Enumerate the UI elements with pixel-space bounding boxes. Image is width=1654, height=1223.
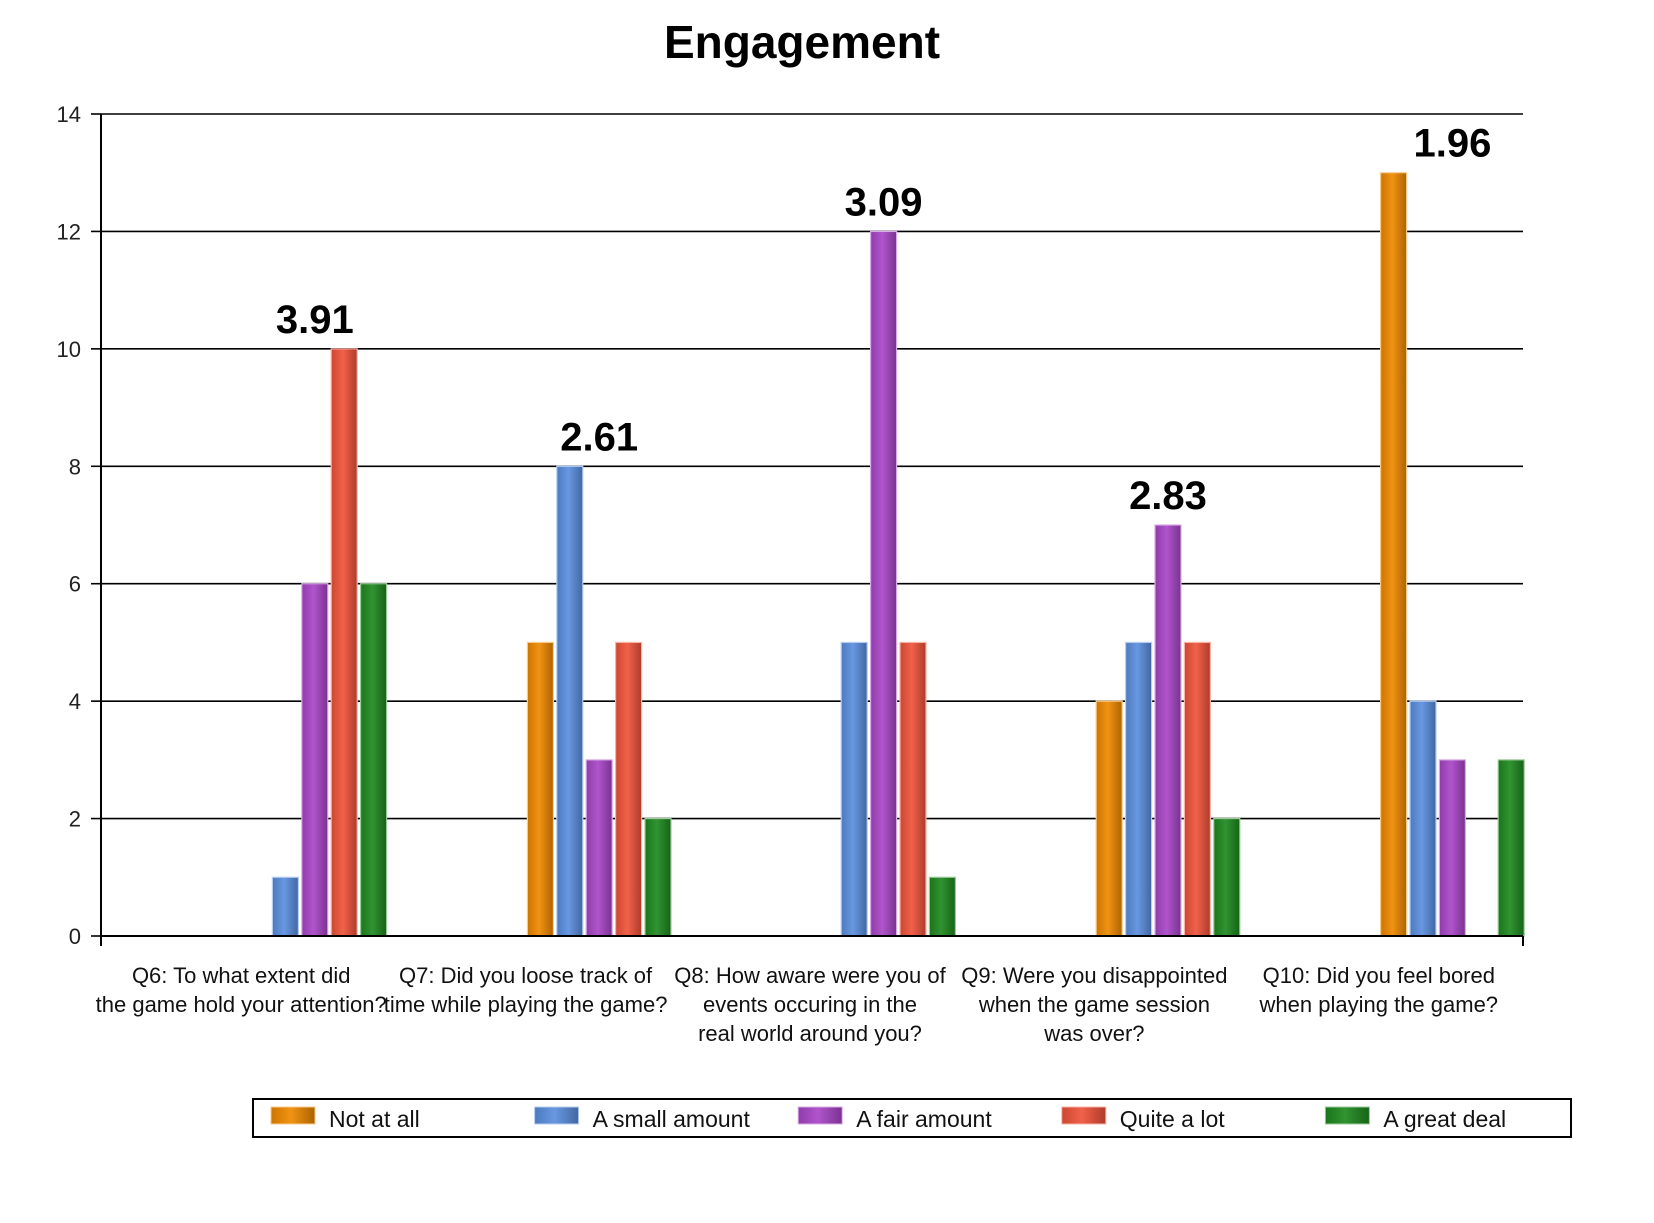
x-category-label: events occuring in the xyxy=(703,992,917,1017)
mean-label: 3.91 xyxy=(276,298,354,342)
labels-layer: 3.91 2.61 3.09 2.83 1.96 Q6: To what extent d… xyxy=(96,122,1498,1046)
y-tick-label: 8 xyxy=(69,454,81,479)
bar xyxy=(1154,524,1182,937)
bars-layer xyxy=(271,172,1525,937)
bar xyxy=(928,876,957,937)
y-tick-label: 2 xyxy=(69,807,81,832)
x-category-label: Q7: Did you loose track of xyxy=(399,963,653,988)
bar xyxy=(1213,817,1241,937)
legend-swatch xyxy=(1324,1106,1370,1125)
bar xyxy=(869,230,898,937)
legend-label: A great deal xyxy=(1383,1106,1506,1132)
mean-label: 2.83 xyxy=(1129,474,1207,518)
bar xyxy=(1095,700,1123,937)
bar xyxy=(1497,759,1525,937)
x-category-label: when the game session xyxy=(978,992,1210,1017)
bar xyxy=(1183,641,1212,937)
legend-swatch xyxy=(270,1106,316,1125)
bar xyxy=(614,641,643,937)
bar xyxy=(1124,641,1153,937)
mean-label: 1.96 xyxy=(1413,122,1491,166)
legend-label: Quite a lot xyxy=(1120,1106,1225,1132)
x-category-label: Q6: To what extent did xyxy=(132,963,351,988)
bar xyxy=(301,583,329,937)
x-category-label: Q10: Did you feel bored xyxy=(1263,963,1495,988)
legend-label: Not at all xyxy=(329,1106,420,1132)
mean-label: 3.09 xyxy=(845,180,923,224)
legend-label: A small amount xyxy=(593,1106,751,1132)
x-category-label: time while playing the game? xyxy=(384,992,668,1017)
y-tick-label: 14 xyxy=(57,102,81,127)
x-category-label: Q9: Were you disappointed xyxy=(961,963,1227,988)
bar xyxy=(1379,172,1408,937)
y-tick-label: 12 xyxy=(57,219,81,244)
legend: Not at all A small amount A fair amount Qui… xyxy=(252,1098,1572,1138)
y-tick-label: 4 xyxy=(69,689,81,714)
legend-swatch xyxy=(1061,1106,1107,1125)
x-category-label: was over? xyxy=(1043,1021,1144,1046)
bar xyxy=(556,465,584,937)
bar xyxy=(644,817,672,937)
bar xyxy=(271,876,299,937)
axis-layer: 0 2 4 6 8 10 12 14 xyxy=(57,102,1524,949)
bar xyxy=(360,583,388,937)
bar xyxy=(526,641,555,937)
bar xyxy=(330,348,358,937)
x-category-label: Q8: How aware were you of xyxy=(674,963,946,988)
y-tick-label: 0 xyxy=(69,924,81,949)
bar xyxy=(585,759,613,937)
legend-label: A fair amount xyxy=(856,1106,992,1132)
chart-title: Engagement xyxy=(664,16,940,68)
legend-swatch xyxy=(534,1106,580,1125)
x-category-label: the game hold your attention? xyxy=(96,992,387,1017)
bar xyxy=(840,641,868,937)
x-category-label: real world around you? xyxy=(698,1021,922,1046)
bar xyxy=(1409,700,1437,937)
y-tick-label: 10 xyxy=(57,337,81,362)
mean-label: 2.61 xyxy=(560,415,638,459)
bar xyxy=(1438,759,1467,937)
y-tick-label: 6 xyxy=(69,572,81,597)
x-category-label: when playing the game? xyxy=(1259,992,1499,1017)
legend-swatch xyxy=(797,1106,843,1125)
bar xyxy=(899,641,927,937)
